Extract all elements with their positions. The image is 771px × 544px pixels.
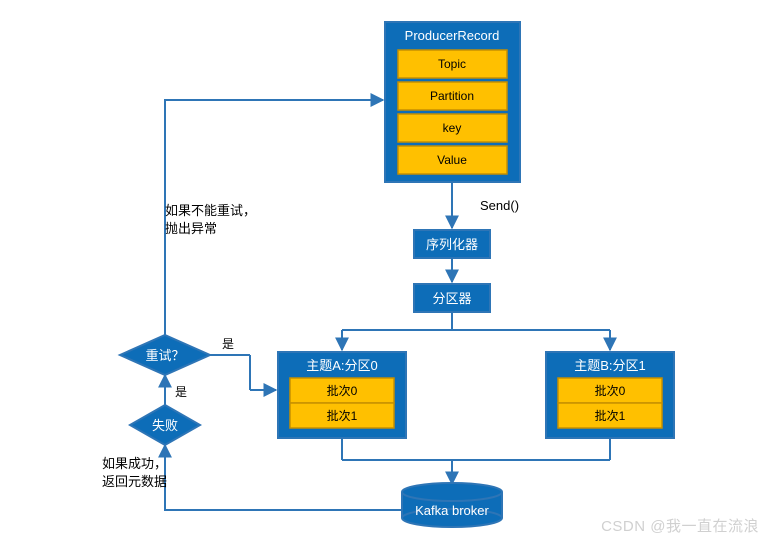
fail-yes: 是 bbox=[175, 385, 187, 399]
field-partition: Partition bbox=[430, 89, 474, 103]
note-success-1: 如果成功， bbox=[102, 456, 167, 471]
note-retry-fail-2: 抛出异常 bbox=[165, 221, 217, 236]
producer-record-title: ProducerRecord bbox=[405, 28, 500, 43]
edge-broker-fail bbox=[165, 445, 402, 510]
producer-record-box: ProducerRecord Topic Partition key Value bbox=[385, 22, 520, 182]
watermark: CSDN @我一直在流浪 bbox=[601, 515, 759, 536]
field-value: Value bbox=[437, 153, 467, 167]
topic-b-box: 主题B:分区1 批次0 批次1 bbox=[546, 352, 674, 438]
retry-diamond: 重试？ bbox=[120, 335, 210, 375]
broker-label: Kafka broker bbox=[415, 503, 489, 518]
note-retry-fail-1: 如果不能重试， bbox=[165, 203, 256, 218]
field-topic: Topic bbox=[438, 57, 466, 71]
fail-label: 失败 bbox=[152, 418, 178, 433]
topic-b-title: 主题B:分区1 bbox=[574, 358, 646, 373]
fail-diamond: 失败 bbox=[130, 405, 200, 445]
note-success-2: 返回元数据 bbox=[102, 474, 167, 489]
topic-a-box: 主题A:分区0 批次0 批次1 bbox=[278, 352, 406, 438]
topic-b-batch1: 批次1 bbox=[595, 408, 626, 423]
topic-b-batch0: 批次0 bbox=[595, 383, 626, 398]
partitioner-label: 分区器 bbox=[432, 291, 471, 306]
flowchart: ProducerRecord Topic Partition key Value… bbox=[0, 0, 771, 544]
broker-cylinder: Kafka broker bbox=[402, 483, 502, 527]
send-label: Send() bbox=[480, 198, 519, 213]
topic-a-title: 主题A:分区0 bbox=[306, 358, 378, 373]
field-key: key bbox=[443, 121, 462, 135]
topic-a-batch1: 批次1 bbox=[327, 408, 358, 423]
topic-a-batch0: 批次0 bbox=[327, 383, 358, 398]
serializer-label: 序列化器 bbox=[426, 237, 478, 252]
retry-yes: 是 bbox=[222, 337, 234, 351]
retry-label: 重试？ bbox=[145, 348, 184, 363]
